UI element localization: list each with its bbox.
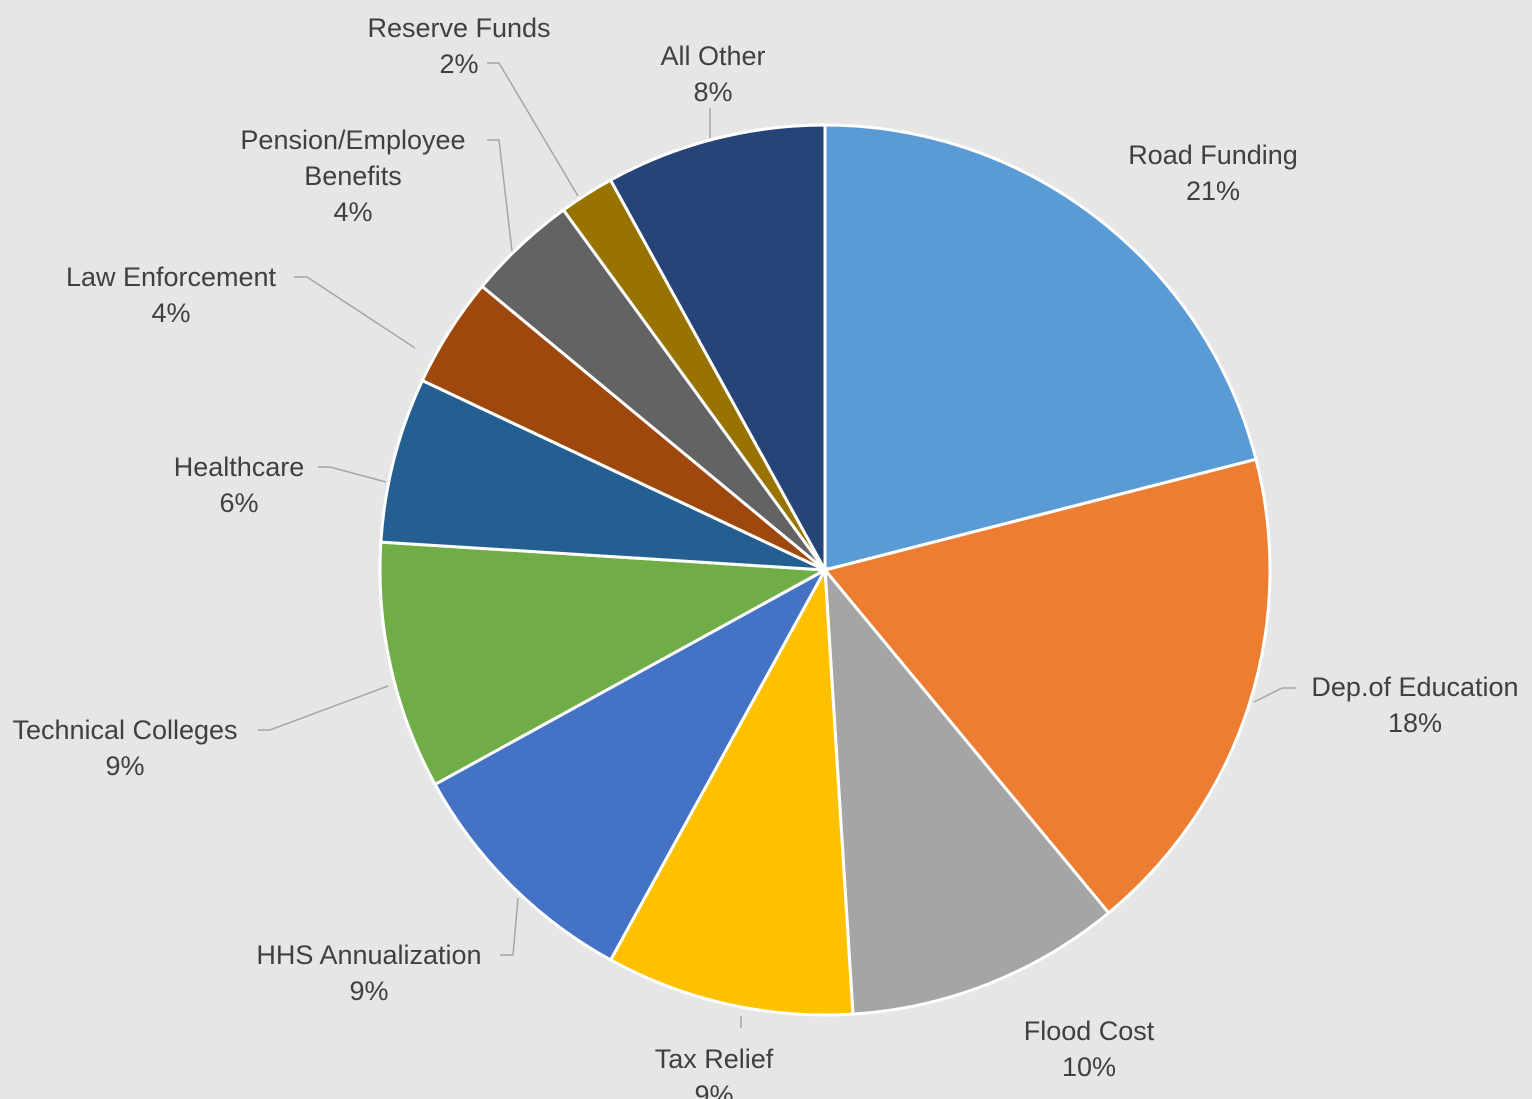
data-label-reserve-funds: Reserve Funds 2% bbox=[367, 13, 550, 79]
data-label-name: Tax Relief bbox=[655, 1044, 774, 1074]
data-label-value: 21% bbox=[1186, 176, 1240, 206]
data-label-name: Dep.of Education bbox=[1311, 672, 1518, 702]
pie-slice-tax-relief bbox=[608, 564, 855, 1017]
data-label-road-funding: Road Funding 21% bbox=[1128, 140, 1298, 206]
leader-line-pension-employee-benefits bbox=[487, 139, 513, 252]
data-label-name: All Other bbox=[660, 41, 765, 71]
data-label-value: 4% bbox=[333, 197, 372, 227]
data-label-value: 9% bbox=[349, 976, 388, 1006]
data-label-name: Technical Colleges bbox=[12, 715, 237, 745]
pie-slice-road-funding bbox=[823, 123, 1258, 572]
data-label-value: 2% bbox=[439, 49, 478, 79]
data-label-value: 9% bbox=[105, 751, 144, 781]
data-label-name: Benefits bbox=[304, 161, 402, 191]
leader-line-reserve-funds bbox=[487, 62, 579, 197]
data-label-hhs-annualization: HHS Annualization 9% bbox=[256, 940, 481, 1006]
pie-slice-all-other bbox=[608, 123, 827, 571]
pie-slice-technical-colleges bbox=[378, 540, 831, 787]
data-label-value: 8% bbox=[693, 77, 732, 107]
pie-slices bbox=[378, 123, 1272, 1017]
data-labels: Road Funding 21% Dep.of Education 18% Flood … bbox=[12, 13, 1518, 1099]
data-label-value: 18% bbox=[1388, 708, 1442, 738]
data-label-value: 10% bbox=[1062, 1052, 1116, 1082]
data-label-name: Healthcare bbox=[174, 452, 305, 482]
data-label-value: 6% bbox=[219, 488, 258, 518]
data-label-name: HHS Annualization bbox=[256, 940, 481, 970]
data-label-pension-employee-benefits: Pension/Employee Benefits 4% bbox=[240, 125, 465, 227]
leader-line-technical-colleges bbox=[258, 685, 389, 731]
data-label-healthcare: Healthcare 6% bbox=[174, 452, 305, 518]
data-label-flood-cost: Flood Cost 10% bbox=[1024, 1016, 1155, 1082]
data-label-value: 4% bbox=[151, 298, 190, 328]
pie-slice-healthcare bbox=[379, 378, 826, 572]
data-label-name: Road Funding bbox=[1128, 140, 1298, 170]
pie-slice-hhs-annualization bbox=[433, 566, 829, 962]
data-label-technical-colleges: Technical Colleges 9% bbox=[12, 715, 237, 781]
leader-line-dep-of-education bbox=[1253, 687, 1296, 703]
data-label-tax-relief: Tax Relief 9% bbox=[655, 1044, 774, 1099]
data-label-name: Flood Cost bbox=[1024, 1016, 1155, 1046]
leader-line-healthcare bbox=[318, 466, 387, 483]
leader-lines bbox=[258, 62, 1296, 1028]
leader-line-law-enforcement bbox=[294, 276, 416, 349]
data-label-name: Reserve Funds bbox=[367, 13, 550, 43]
data-label-name: Law Enforcement bbox=[66, 262, 277, 292]
data-label-law-enforcement: Law Enforcement 4% bbox=[66, 262, 277, 328]
data-label-all-other: All Other 8% bbox=[660, 41, 765, 107]
leader-line-hhs-annualization bbox=[500, 897, 519, 956]
data-label-name: Pension/Employee bbox=[240, 125, 465, 155]
data-label-dep-of-education: Dep.of Education 18% bbox=[1311, 672, 1518, 738]
pie-slice-flood-cost bbox=[823, 565, 1111, 1016]
pie-slice-dep-of-education bbox=[822, 457, 1272, 915]
data-label-value: 9% bbox=[694, 1080, 733, 1099]
